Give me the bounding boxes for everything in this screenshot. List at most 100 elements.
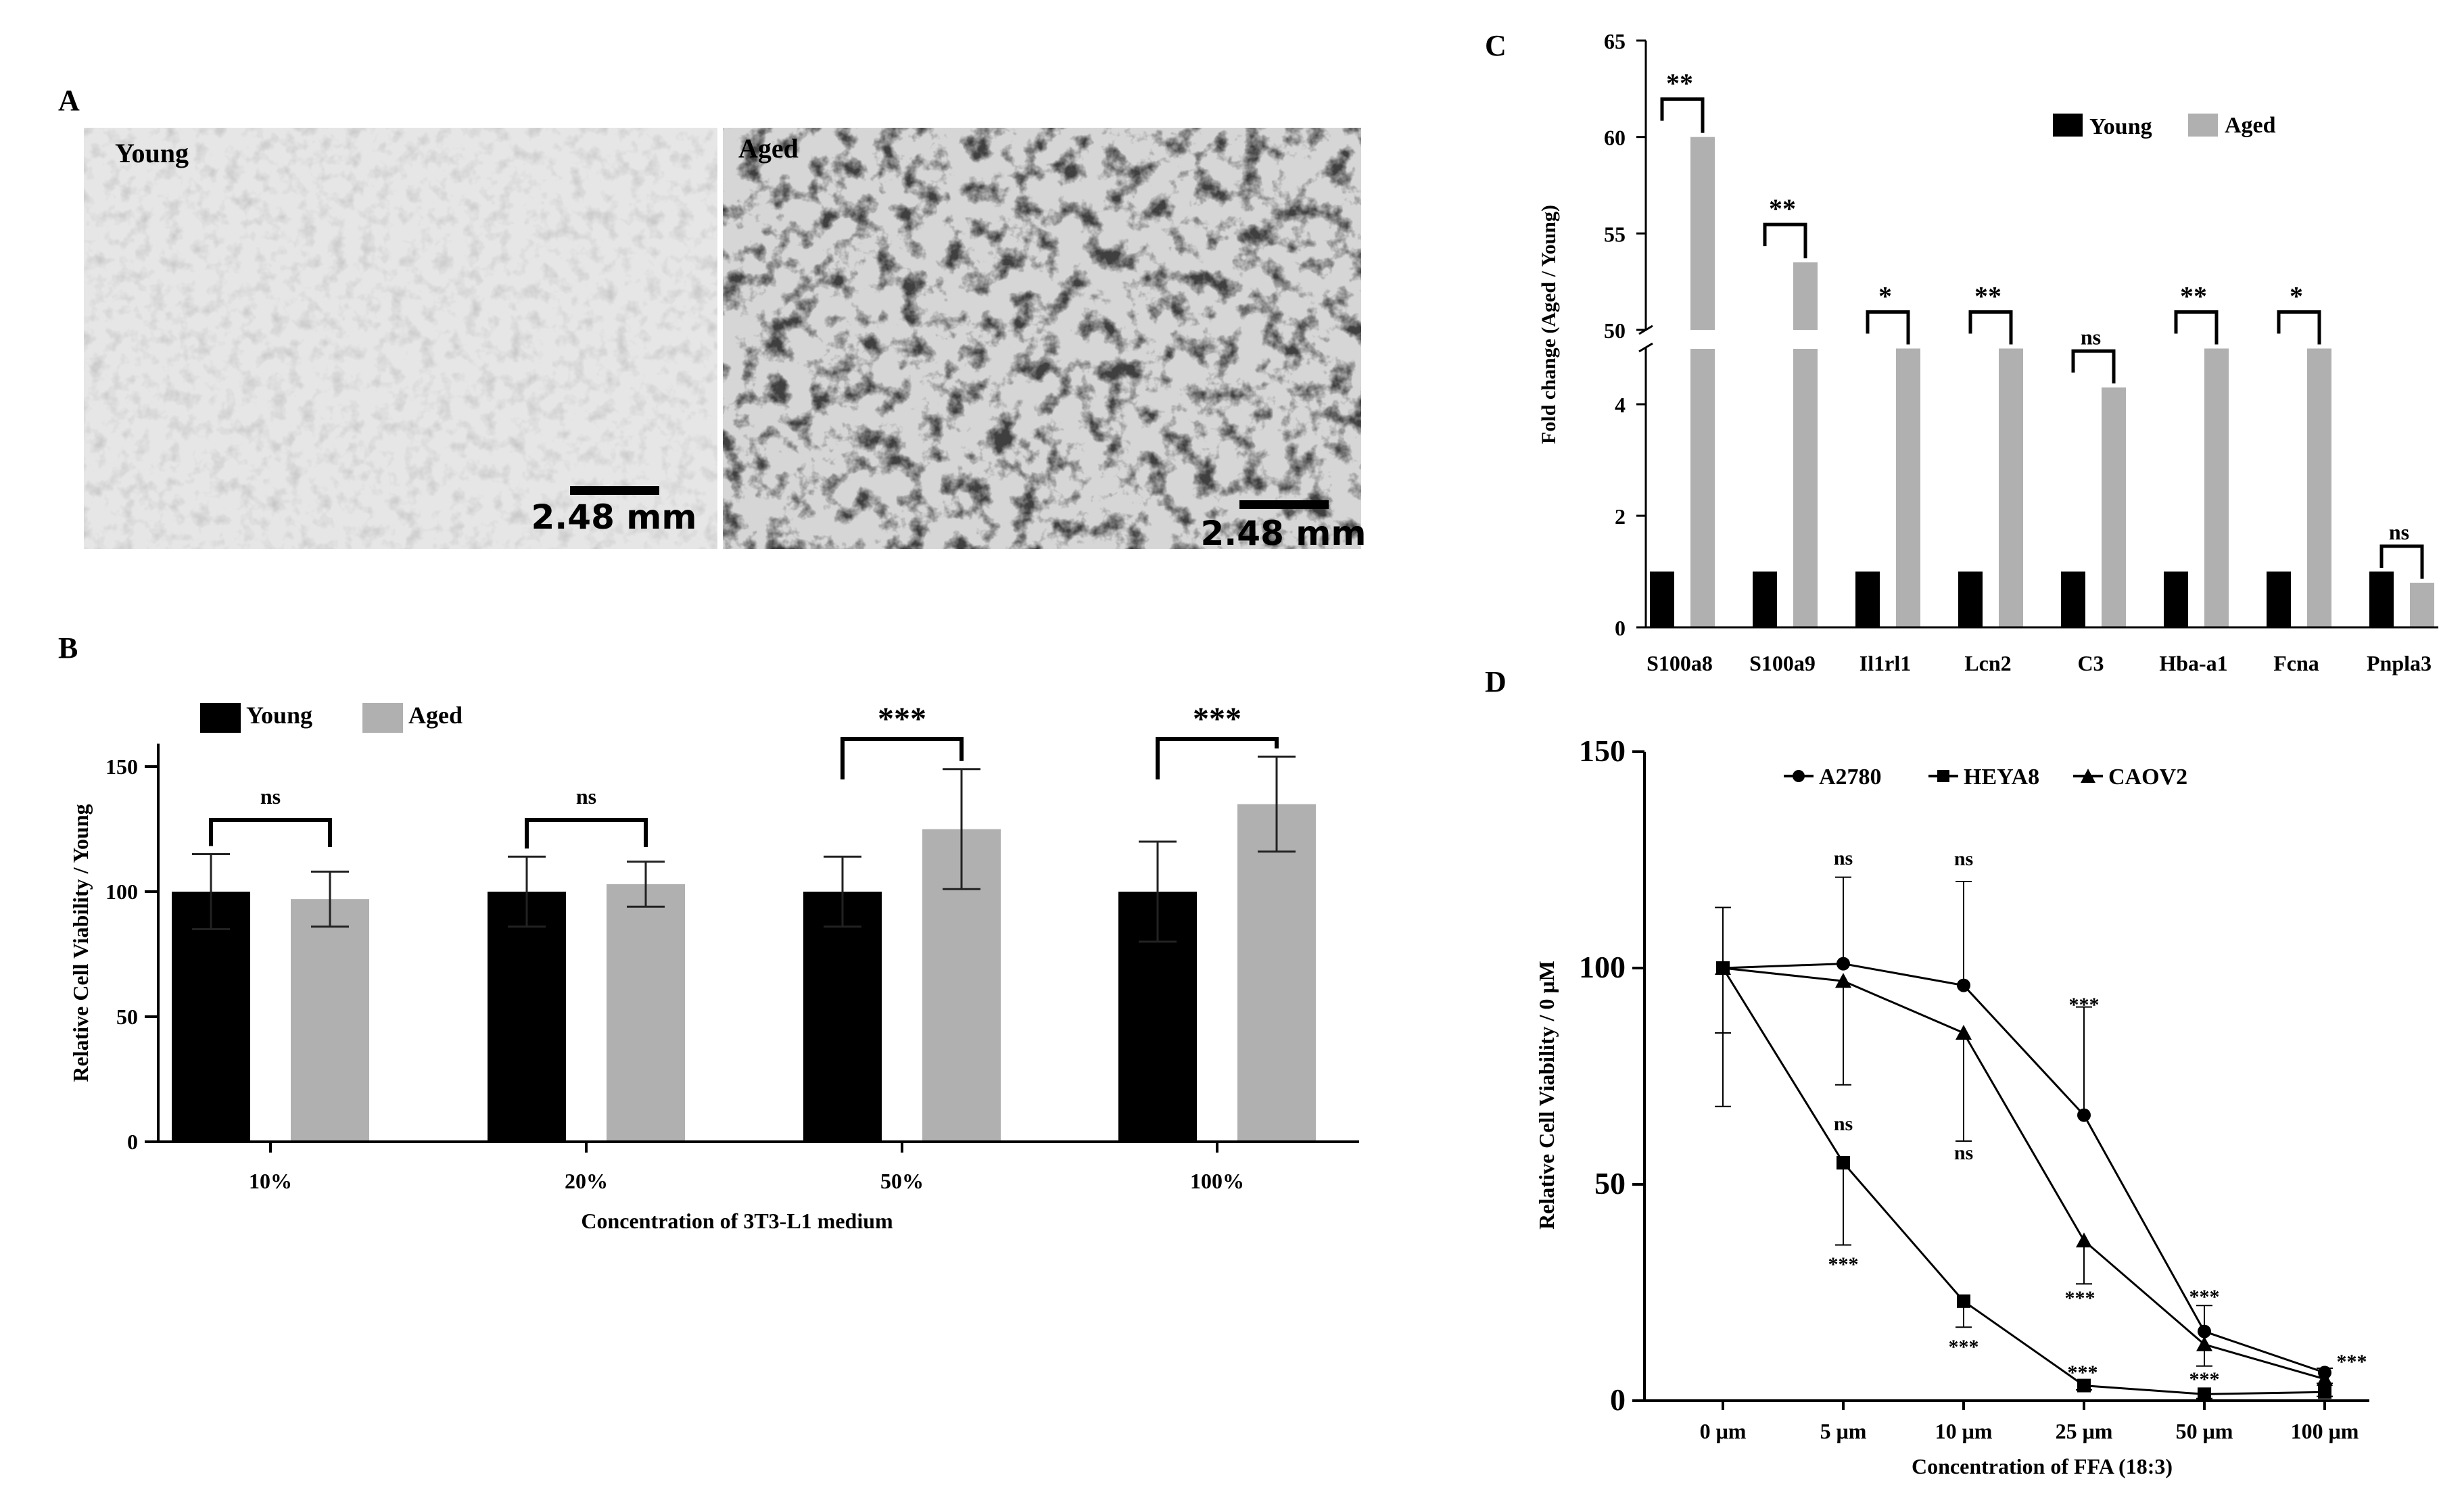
bar-young [1855,571,1880,627]
x-tick-label: Hba-a1 [2159,651,2227,675]
scale-bar-label: 2.48 mm [1201,514,1367,553]
significance-label: ns [260,784,281,809]
bar-aged-upper [1793,262,1818,330]
x-tick-label: 50% [880,1169,924,1193]
significance-label: ** [1666,68,1693,99]
legend-label: CAOV2 [2108,765,2187,790]
bar-aged [1237,804,1316,1142]
y-tick-label: 4 [1615,393,1626,417]
y-tick-label: 150 [105,754,138,779]
y-tick-label: 55 [1604,222,1626,246]
data-point-square [2318,1385,2331,1399]
significance-bracket [840,737,964,779]
scale-bar [1239,500,1329,509]
x-axis-label: Concentration of FFA (18:3) [1912,1454,2173,1478]
axis-break-mark [1638,342,1653,353]
data-point-circle [2198,1324,2211,1338]
legend-marker-square [1937,770,1949,782]
significance-label: ns [1954,848,1973,870]
data-point-circle [1957,978,1970,992]
y-tick-label: 100 [1579,950,1626,984]
panel-label-a: A [58,84,80,117]
x-tick-label: 50 μm [2176,1419,2233,1443]
y-tick-label: 0 [127,1130,138,1154]
y-tick-label: 50 [1594,1166,1626,1201]
chart-b: 0 50 100 150 10% ns 20% ns 50% *** 100% *** Relativ… [68,701,1359,1233]
bar-young [2164,571,2188,627]
significance-label: ns [1834,847,1853,869]
data-point-triangle [2317,1371,2333,1386]
significance-label: *** [1949,1336,1979,1358]
y-tick-label: 2 [1615,504,1626,529]
chart-c: 0 2 4 50 55 60 65 ** S100a8 ** S100a9 * Il1rl1 ** Lcn2… [1538,29,2438,675]
bar-young [2061,571,2085,627]
x-tick-label: 100% [1190,1169,1244,1193]
panel-label-b: B [58,631,78,665]
bar-young [1958,571,1983,627]
bar-young [488,892,566,1142]
panel-a: Young 2.48 mm Aged 2.48 mm [84,128,1366,553]
panel-label-c: C [1485,29,1507,62]
bar-young [172,892,250,1142]
series-line-a2780 [1722,963,2325,1374]
x-tick-label: Il1rl1 [1859,651,1911,675]
significance-label: *** [2068,1361,2098,1384]
legend-swatch-young [200,703,241,733]
aged-micrograph: Aged 2.48 mm [723,128,1366,553]
x-tick-label: S100a8 [1646,651,1713,675]
legend-marker-circle [1793,770,1805,782]
bar-aged [1999,348,2023,627]
x-tick-label: Pnpla3 [2367,651,2432,675]
data-point-triangle [2196,1336,2212,1351]
x-axis-label: Concentration of 3T3-L1 medium [581,1209,893,1233]
x-tick-label: 25 μm [2056,1419,2113,1443]
scale-bar [570,486,659,495]
data-point-square [1957,1294,1970,1308]
bar-aged [291,899,369,1142]
significance-label: ns [1834,1113,1853,1135]
significance-label: ns [2081,324,2101,349]
young-image-label: Young [115,138,189,168]
series-line-heya8 [1722,967,2325,1395]
data-point-triangle [1835,973,1851,988]
bar-aged [2204,348,2229,627]
y-axis-label: Fold change (Aged / Young) [1538,205,1560,444]
significance-bracket [525,818,648,849]
bar-aged-upper [1690,137,1715,330]
aged-image-label: Aged [738,133,799,164]
legend-label: HEYA8 [1964,765,2039,790]
significance-bracket [1866,310,1910,345]
bar-young [2267,571,2291,627]
y-axis-label: Relative Cell Viability / Young [68,804,93,1082]
bar-young [803,892,882,1142]
significance-label: * [2290,281,2303,312]
chart-d: 0 50 100 150 0 μm 5 μm 10 μm 25 μm 50 μm 100 μm ns… [1534,733,2369,1478]
legend-label: Young [246,702,312,729]
significance-label: *** [878,701,926,737]
significance-label: ns [1954,1142,1973,1164]
x-tick-label: S100a9 [1749,651,1816,675]
x-tick-label: 0 μm [1700,1419,1747,1443]
scale-bar-label: 2.48 mm [531,498,697,537]
x-tick-label: Lcn2 [1964,651,2011,675]
bar-aged [2410,583,2434,627]
significance-label: *** [1828,1253,1859,1276]
legend-marker-triangle [2081,769,2095,783]
legend-label: Aged [408,702,463,729]
significance-bracket [1763,222,1807,259]
bar-aged-lower [1690,349,1715,627]
significance-label: ns [2389,520,2409,544]
significance-label: *** [2337,1351,2367,1373]
legend-swatch-aged [362,703,403,733]
y-tick-label: 60 [1604,126,1626,150]
legend-swatch-aged [2188,114,2218,137]
x-tick-label: 20% [565,1169,608,1193]
bar-young [2369,571,2394,627]
y-tick-label: 0 [1610,1382,1626,1417]
significance-bracket [2174,310,2219,345]
x-tick-label: Fcna [2273,651,2319,675]
significance-label: *** [2189,1368,2220,1391]
bar-aged [2102,387,2126,627]
legend: Young Aged [2053,113,2276,139]
